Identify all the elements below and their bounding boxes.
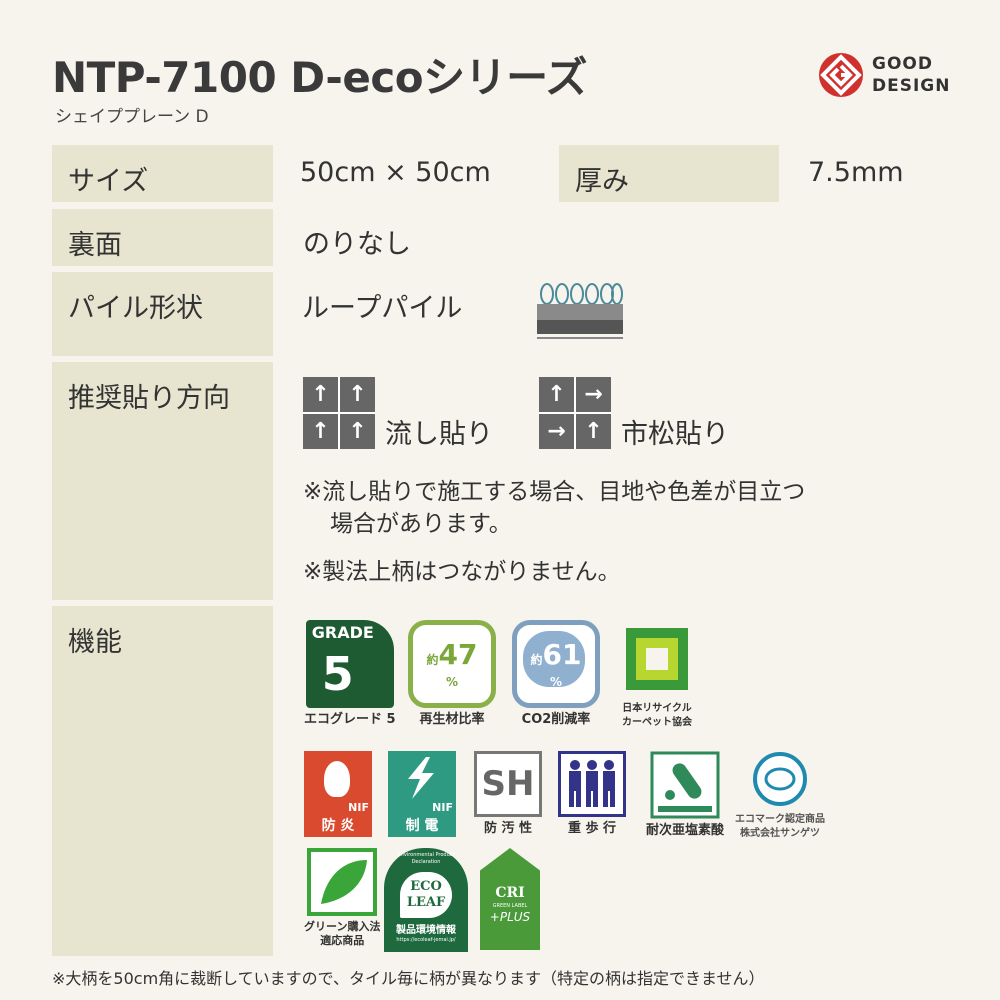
leaf-icon [307,848,378,916]
ecoleaf-url: https://ecoleaf-jemai.jp/ [396,937,456,943]
prefix: 約 [426,652,439,667]
ecoleaf-badge: Environmental Product Declaration ECO LEA… [384,848,468,952]
nif-mark: NIF [348,801,369,814]
arrow-up-icon: ↑ [303,377,338,412]
arrow-right-icon: → [576,377,611,412]
recycle-value: 47 [438,637,478,671]
backing-value: のりなし [303,229,411,260]
antistatic-badge: NIF 制 電 [388,751,456,837]
eco-grade-caption: エコグレード 5 [304,712,396,727]
recycle-ratio-icon: 約 47 % [408,620,496,708]
direction-label: 推奨貼り方向 [52,362,273,600]
checker-layout-icon: ↑ → → ↑ [539,377,611,449]
co2-reduction-badge: 約 61 % CO2削減率 [512,620,600,728]
stain-caption: 防 汚 性 [483,821,533,836]
grade-number: 5 [321,647,354,701]
green-caption-2: 適応商品 [320,934,365,947]
antistatic-caption: 制 電 [405,818,439,834]
note-2: ※製法上柄はつながりません。 [303,559,621,585]
page-title: NTP-7100 D-ecoシリーズ [52,53,588,102]
assoc-caption-2: カーペット協会 [622,717,692,728]
arrow-up-icon: ↑ [303,414,338,449]
people-icon [558,751,626,817]
note-1: ※流し貼りで施工する場合、目地や色差が目立つ [303,479,806,505]
fire-caption: 防 炎 [321,818,355,834]
unit: % [549,674,563,689]
ecoleaf-icon: Environmental Product Declaration ECO LEA… [384,848,468,952]
unit: % [445,674,459,689]
ecoleaf-arc: Environmental Product Declaration [397,852,455,865]
ecomark-caption-1: エコマーク認定商品 [735,814,825,825]
good-design-icon [819,53,863,97]
lightning-icon: NIF 制 電 [388,751,456,837]
checker-label: 市松貼り [621,419,729,450]
eco-text: ECO [410,879,442,894]
arrow-up-icon: ↑ [539,377,574,412]
backing-label: 裏面 [52,209,273,266]
green-label-text: GREEN LABEL [492,903,528,909]
loop-pile-icon [537,283,623,339]
pile-value: ループパイル [302,293,463,324]
co2-reduction-caption: CO2削減率 [521,712,591,727]
cri-green-label-badge: CRI GREEN LABEL +PLUS [480,848,540,950]
grade-text: GRADE [311,623,374,642]
note-1-cont: 場合があります。 [330,511,512,537]
straight-label: 流し貼り [385,419,493,450]
logo-good: GOOD [872,54,933,74]
ecomark-icon [753,752,807,806]
stain-resistant-badge: SH 防 汚 性 [474,751,542,837]
hypochlorite-resistant-badge: 耐次亜塩素酸 [646,751,724,839]
straight-layout-icon: ↑ ↑ ↑ ↑ [303,377,375,449]
hypochlorite-caption: 耐次亜塩素酸 [646,823,725,838]
arrow-up-icon: ↑ [340,414,375,449]
size-label: サイズ [52,145,273,202]
recycle-arrows-icon [626,628,688,690]
thickness-value: 7.5mm [808,157,904,188]
co2-value: 61 [542,637,582,671]
ecomark-caption-2: 株式会社サンゲツ [740,828,820,839]
arrow-up-icon: ↑ [576,414,611,449]
pile-label: パイル形状 [52,272,273,356]
cri-text: CRI [495,885,525,901]
recycled-ratio-caption: 再生材比率 [419,712,485,727]
arrow-right-icon: → [539,414,574,449]
page-subtitle: シェイププレーン D [55,107,209,127]
green-caption-1: グリーン購入法 [304,920,381,933]
heavy-traffic-caption: 重 歩 行 [567,821,617,836]
prefix: 約 [530,652,543,667]
logo-design: DESIGN [872,76,951,96]
plus-text: +PLUS [489,910,531,924]
test-tube-icon [650,751,720,819]
direction-option-checker: ↑ → → ↑ 市松貼り [539,377,729,449]
assoc-caption-1: 日本リサイクル [622,703,692,714]
cri-house-icon: CRI GREEN LABEL +PLUS [480,848,540,950]
ecoleaf-caption: 製品環境情報 [396,925,456,936]
leaf-text: LEAF [406,895,446,910]
recycled-ratio-badge: 約 47 % 再生材比率 [408,620,496,728]
features-label: 機能 [52,606,273,956]
thickness-label: 厚み [559,145,779,202]
grade-leaf-icon: GRADE 5 [305,620,394,708]
carpet-recycle-assoc-badge: 日本リサイクル カーペット協会 [618,620,696,730]
arrow-up-icon: ↑ [340,377,375,412]
direction-option-straight: ↑ ↑ ↑ ↑ 流し貼り [303,377,493,449]
heavy-traffic-badge: 重 歩 行 [558,751,626,837]
nif-mark: NIF [432,801,453,814]
fire-retardant-badge: NIF 防 炎 [304,751,372,837]
flame-icon: NIF 防 炎 [304,751,372,837]
green-purchasing-badge: グリーン購入法 適応商品 [304,848,380,948]
co2-cloud-icon: 約 61 % [512,620,600,708]
eco-grade-badge: GRADE 5 エコグレード 5 [304,620,396,728]
footer-note: ※大柄を50cm角に裁断していますので、タイル毎に柄が異なります（特定の柄は指定… [52,969,765,988]
good-design-logo: GOOD DESIGN [818,52,950,98]
sh-icon: SH [474,751,542,817]
size-value: 50cm × 50cm [300,157,491,188]
ecomark-badge: エコマーク認定商品 株式会社サンゲツ [730,751,830,841]
